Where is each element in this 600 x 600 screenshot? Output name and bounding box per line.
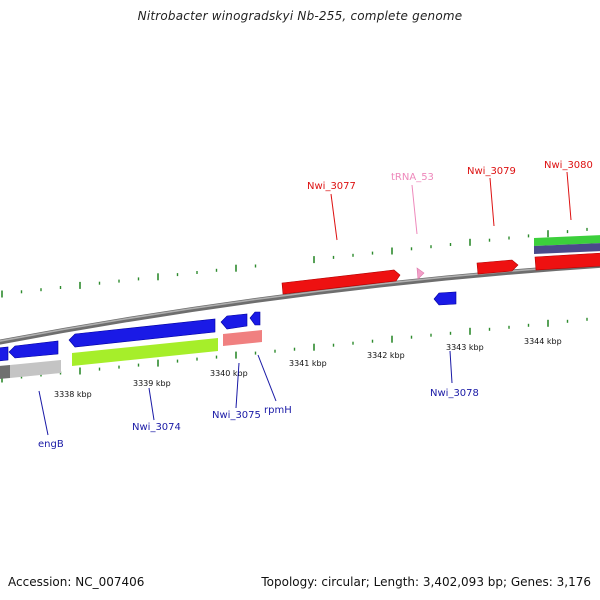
gene-rpmh[interactable] bbox=[249, 311, 261, 326]
cog-bar-green bbox=[534, 235, 600, 246]
cog-bar-light-gray bbox=[10, 360, 61, 378]
scale-label: 3341 kbp bbox=[289, 359, 327, 368]
gene-engb[interactable] bbox=[8, 340, 59, 359]
gene-trna-53[interactable] bbox=[416, 267, 425, 280]
label-engb[interactable]: engB bbox=[38, 439, 64, 450]
leader-engb bbox=[38, 390, 49, 436]
genome-summary-text: Topology: circular; Length: 3,402,093 bp… bbox=[261, 575, 591, 589]
inner-tick-track bbox=[1, 317, 588, 383]
label-nwi-3080[interactable]: Nwi_3080 bbox=[544, 160, 593, 171]
scale-label: 3338 kbp bbox=[54, 390, 92, 399]
scale-label: 3342 kbp bbox=[367, 351, 405, 360]
label-nwi-3075[interactable]: Nwi_3075 bbox=[212, 410, 261, 421]
cog-bar-lime bbox=[72, 338, 218, 366]
gene-labels: engB Nwi_3074 Nwi_3075 rpmH Nwi_3077 tRN… bbox=[38, 160, 593, 450]
cog-bar-navy bbox=[534, 243, 600, 254]
scale-label: 3339 kbp bbox=[133, 379, 171, 388]
label-nwi-3077[interactable]: Nwi_3077 bbox=[307, 181, 356, 192]
scale-label: 3344 kbp bbox=[524, 337, 562, 346]
leader-nwi-3077 bbox=[330, 193, 338, 241]
map-title: Nitrobacter winogradskyi Nb-255, complet… bbox=[137, 9, 463, 23]
genome-backbone bbox=[0, 262, 600, 345]
label-nwi-3078[interactable]: Nwi_3078 bbox=[430, 388, 479, 399]
gene-nwi-3077[interactable] bbox=[281, 269, 401, 295]
gene-nwi-3078[interactable] bbox=[433, 291, 457, 306]
leader-nwi-3078 bbox=[449, 350, 453, 384]
gene-nwi-3079[interactable] bbox=[476, 259, 519, 275]
gene-nwi-3080[interactable] bbox=[534, 252, 600, 271]
leader-rpmh bbox=[257, 354, 277, 402]
label-rpmh[interactable]: rpmH bbox=[264, 405, 292, 416]
outer-tick-track bbox=[1, 227, 588, 298]
genome-backbone-highlight bbox=[0, 263, 600, 342]
scale-label: 3343 kbp bbox=[446, 343, 484, 352]
label-trna-53[interactable]: tRNA_53 bbox=[391, 172, 434, 183]
gene-nwi-3075[interactable] bbox=[220, 313, 248, 330]
accession-text: Accession: NC_007406 bbox=[8, 575, 145, 589]
leader-nwi-3075 bbox=[235, 362, 240, 409]
leader-trna-53 bbox=[411, 184, 418, 235]
gene-reverse-partial-left[interactable] bbox=[0, 346, 9, 362]
label-nwi-3074[interactable]: Nwi_3074 bbox=[132, 422, 181, 433]
scale-label: 3340 kbp bbox=[210, 369, 248, 378]
leader-lines bbox=[38, 171, 572, 436]
cog-bar-dark-gray bbox=[0, 365, 10, 379]
scale-labels: 3338 kbp 3339 kbp 3340 kbp 3341 kbp 3342… bbox=[54, 337, 562, 399]
gene-nwi-3074[interactable] bbox=[68, 318, 216, 348]
leader-nwi-3074 bbox=[148, 387, 155, 421]
leader-nwi-3079 bbox=[489, 177, 495, 227]
cog-bar-salmon bbox=[223, 330, 262, 346]
leader-nwi-3080 bbox=[566, 171, 572, 221]
label-nwi-3079[interactable]: Nwi_3079 bbox=[467, 166, 516, 177]
